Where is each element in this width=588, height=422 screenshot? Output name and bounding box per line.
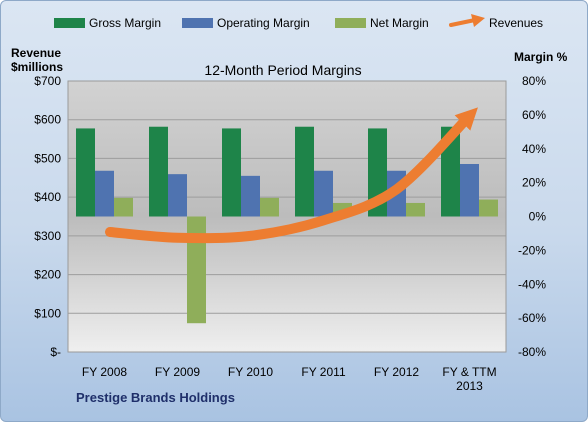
- bar-net-margin: [406, 202, 425, 217]
- legend-label-revenues: Revenues: [489, 16, 543, 30]
- legend-label-gross-margin: Gross Margin: [89, 16, 161, 30]
- axis-layer: $- $100 $200 $300 $400 $500 $600 $700 -80% -60% -4…: [34, 74, 546, 393]
- right-tick-label: -80%: [518, 345, 546, 359]
- chart-title: 12-Month Period Margins: [204, 62, 361, 78]
- legend-swatch-net-margin: [335, 18, 366, 28]
- bar-gross-margin: [441, 126, 460, 217]
- left-tick-label: $300: [34, 229, 61, 243]
- left-tick-label: $400: [34, 190, 61, 204]
- bar-gross-margin: [149, 126, 168, 217]
- bar-net-margin: [114, 197, 133, 217]
- right-tick-label: -40%: [518, 277, 546, 291]
- legend-revenues-arrow-head: [471, 14, 485, 27]
- left-tick-label: $-: [50, 345, 61, 359]
- right-tick-label: 20%: [522, 176, 546, 190]
- left-axis-title-line-1: Revenue: [11, 46, 61, 60]
- bar-net-margin: [260, 197, 279, 217]
- left-tick-label: $100: [34, 306, 61, 320]
- right-tick-label: 40%: [522, 142, 546, 156]
- legend-label-operating-margin: Operating Margin: [217, 16, 310, 30]
- legend: Gross Margin Operating Margin Net Margin…: [54, 14, 543, 30]
- legend-label-net-margin: Net Margin: [370, 16, 429, 30]
- category-label: FY 2008: [82, 365, 127, 379]
- legend-revenues-arrow-icon: [449, 18, 477, 27]
- category-label: 2013: [456, 379, 483, 393]
- right-tick-label: -20%: [518, 243, 546, 257]
- revenue-trend-line: [105, 107, 478, 244]
- bar-operating-margin: [460, 163, 479, 217]
- left-tick-label: $500: [34, 151, 61, 165]
- plot-area: [67, 80, 507, 353]
- bar-net-margin: [479, 199, 498, 217]
- legend-swatch-gross-margin: [54, 18, 85, 28]
- bar-operating-margin: [168, 174, 187, 217]
- bar-operating-margin: [241, 175, 260, 217]
- category-label: FY 2010: [228, 365, 273, 379]
- left-axis-title-line-2: $millions: [11, 60, 63, 74]
- revenue-line-layer: [105, 107, 478, 244]
- category-label: FY & TTM: [442, 365, 496, 379]
- footer-company-name: Prestige Brands Holdings: [76, 390, 235, 405]
- left-tick-label: $700: [34, 74, 61, 88]
- right-tick-label: 0%: [529, 210, 547, 224]
- right-tick-label: 80%: [522, 74, 546, 88]
- bar-gross-margin: [222, 128, 241, 217]
- category-label: FY 2011: [301, 365, 346, 379]
- bar-operating-margin: [95, 170, 114, 217]
- bar-net-margin: [187, 216, 206, 324]
- right-axis-title: Margin %: [514, 50, 568, 64]
- legend-swatch-operating-margin: [182, 18, 213, 28]
- bar-gross-margin: [76, 128, 95, 217]
- right-tick-label: -60%: [518, 311, 546, 325]
- right-tick-label: 60%: [522, 108, 546, 122]
- left-tick-label: $600: [34, 113, 61, 127]
- category-label: FY 2009: [155, 365, 200, 379]
- left-tick-label: $200: [34, 268, 61, 282]
- bar-operating-margin: [314, 170, 333, 217]
- category-label: FY 2012: [374, 365, 419, 379]
- bar-gross-margin: [295, 126, 314, 217]
